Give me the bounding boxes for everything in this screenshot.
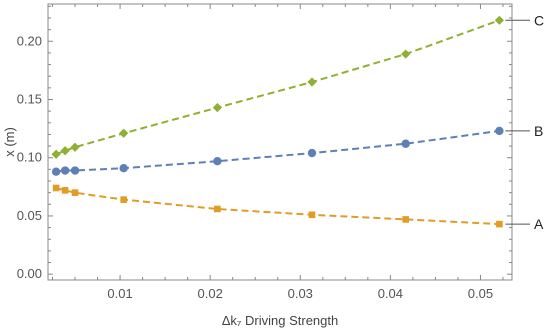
series-label: B (534, 123, 543, 139)
series-layer (51, 15, 504, 228)
data-point (60, 146, 70, 156)
y-axis-label: x (m) (2, 127, 17, 157)
data-point (307, 148, 317, 158)
data-point (214, 205, 221, 213)
x-axis-label: Δk₇ Driving Strength (222, 313, 338, 328)
data-point (70, 166, 80, 175)
x-tick-label: 0.05 (468, 286, 493, 301)
data-point (61, 187, 69, 194)
series-labels: C B A (505, 12, 544, 232)
x-tick-label: 0.01 (107, 286, 132, 301)
data-point (51, 167, 61, 176)
y-tick-label: 0.00 (17, 266, 42, 281)
series-label: C (534, 12, 544, 28)
series-line (55, 129, 500, 173)
data-point (119, 164, 128, 173)
y-tick-label: 0.05 (17, 208, 42, 223)
y-tick-label: 0.10 (17, 150, 42, 165)
y-tick-label: 0.15 (17, 91, 42, 106)
data-point (308, 211, 316, 219)
data-point (70, 142, 80, 152)
data-point (119, 128, 129, 138)
series-A (52, 184, 503, 228)
data-point (496, 220, 503, 228)
data-point (494, 15, 504, 25)
data-point (495, 126, 504, 136)
data-point (71, 189, 79, 196)
data-point (213, 157, 222, 166)
series-C (51, 15, 504, 159)
x-tick-label: 0.04 (378, 286, 403, 301)
data-point (52, 184, 60, 192)
data-point (401, 49, 411, 59)
data-point (307, 77, 317, 87)
data-point (402, 216, 409, 223)
x-tick-label: 0.03 (288, 286, 313, 301)
y-tick-label: 0.20 (17, 33, 42, 48)
x-tick-label: 0.02 (198, 286, 223, 301)
data-point (212, 103, 222, 113)
plot-frame (47, 3, 513, 281)
series-line (55, 187, 500, 226)
data-point (51, 149, 61, 159)
series-label: A (534, 216, 544, 232)
axis-ticks: 0.01 0.02 0.03 0.04 0.05 0.00 0.05 0.10 0.15 0.20 (17, 4, 512, 301)
data-point (120, 196, 127, 203)
data-point (401, 139, 410, 148)
series-B (51, 126, 504, 176)
data-point (60, 166, 70, 175)
